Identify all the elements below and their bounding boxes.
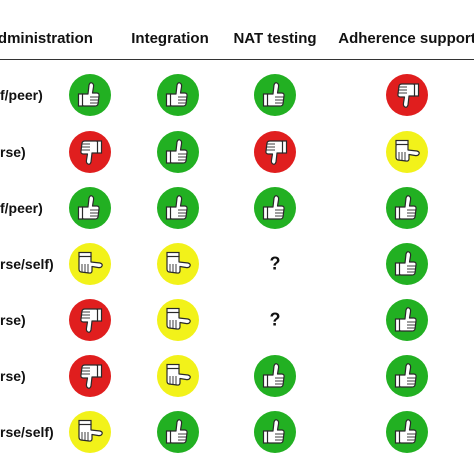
thumbs-up-icon [385, 354, 429, 398]
thumbs-down-icon [385, 73, 429, 117]
thumbs-side-icon [156, 354, 200, 398]
thumbs-up-icon [253, 410, 297, 454]
thumbs-up-icon [253, 186, 297, 230]
row-label-2: f/peer) [0, 200, 43, 216]
thumbs-up-icon [385, 298, 429, 342]
row-label-6: rse/self) [0, 424, 54, 440]
thumbs-up-icon [156, 186, 200, 230]
thumbs-up-icon [68, 186, 112, 230]
row-label-5: rse) [0, 368, 26, 384]
thumbs-up-icon [156, 130, 200, 174]
column-header-0: Administration [0, 30, 93, 47]
unknown-rating: ? [269, 253, 281, 274]
column-header-1: Integration [131, 30, 209, 47]
thumbs-up-icon [385, 242, 429, 286]
thumbs-up-icon [253, 354, 297, 398]
thumbs-side-icon [156, 242, 200, 286]
thumbs-side-icon [156, 298, 200, 342]
header-divider [0, 59, 474, 60]
thumbs-side-icon [385, 130, 429, 174]
thumbs-down-icon [68, 130, 112, 174]
thumbs-up-icon [385, 410, 429, 454]
thumbs-side-icon [68, 410, 112, 454]
thumbs-down-icon [68, 298, 112, 342]
thumbs-up-icon [385, 186, 429, 230]
thumbs-up-icon [156, 73, 200, 117]
row-label-3: rse/self) [0, 256, 54, 272]
thumbs-down-icon [68, 354, 112, 398]
row-label-1: rse) [0, 144, 26, 160]
row-label-0: f/peer) [0, 87, 43, 103]
column-header-2: NAT testing [233, 30, 317, 47]
thumbs-up-icon [156, 410, 200, 454]
thumbs-up-icon [68, 73, 112, 117]
column-header-3: Adherence support [338, 30, 474, 47]
thumbs-down-icon [253, 130, 297, 174]
unknown-rating: ? [269, 309, 281, 330]
thumbs-up-icon [253, 73, 297, 117]
row-label-4: rse) [0, 312, 26, 328]
thumbs-side-icon [68, 242, 112, 286]
